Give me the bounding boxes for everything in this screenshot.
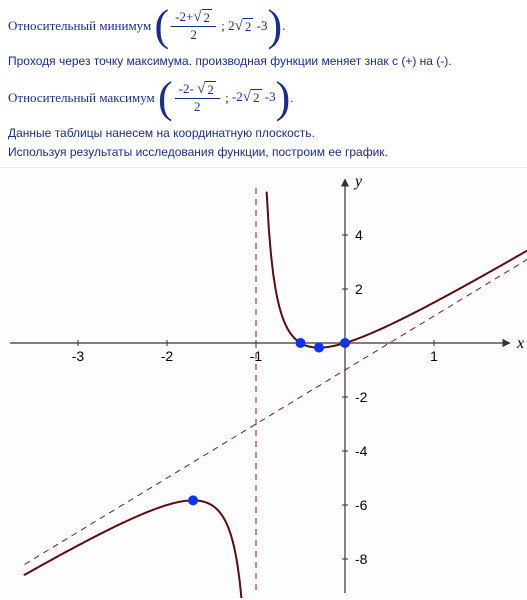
svg-text:-8: -8: [355, 551, 368, 567]
svg-text:4: 4: [355, 227, 363, 243]
relative-maximum-line: Относительный максимум ( -2- √2 2 ; -2√2…: [0, 72, 527, 124]
svg-text:-6: -6: [355, 497, 368, 513]
svg-text:-2: -2: [355, 389, 368, 405]
svg-text:-4: -4: [355, 443, 368, 459]
rel-max-label: Относительный максимум: [8, 90, 155, 106]
sign-change-text: Проходя через точку максимума. производн…: [0, 52, 527, 72]
svg-text:x: x: [516, 335, 524, 352]
min-x-fraction: -2+√2 2: [171, 9, 216, 43]
svg-text:-1: -1: [250, 348, 263, 364]
svg-text:y: y: [353, 173, 363, 190]
svg-text:1: 1: [430, 348, 438, 364]
svg-text:-2: -2: [161, 348, 174, 364]
max-x-fraction: -2- √2 2: [175, 81, 220, 115]
paren-open-icon: (: [154, 4, 169, 48]
paren-close-icon: ): [268, 4, 283, 48]
max-y: -2√2 -3: [232, 89, 276, 106]
rel-min-label: Относительный минимум: [8, 18, 151, 34]
relative-minimum-line: Относительный минимум ( -2+√2 2 ; 2√2 -3…: [0, 0, 527, 52]
min-y: 2√2 -3: [228, 18, 267, 35]
function-chart: xy-3-2-1142-2-4-6-8-10: [0, 167, 527, 598]
paren-close-icon: ): [276, 76, 291, 120]
build-graph-text: Используя результаты исследования функци…: [0, 143, 527, 167]
table-plane-text: Данные таблицы нанесем на координатную п…: [0, 124, 527, 144]
paren-open-icon: (: [158, 76, 173, 120]
svg-text:-3: -3: [72, 348, 85, 364]
svg-text:2: 2: [355, 281, 363, 297]
